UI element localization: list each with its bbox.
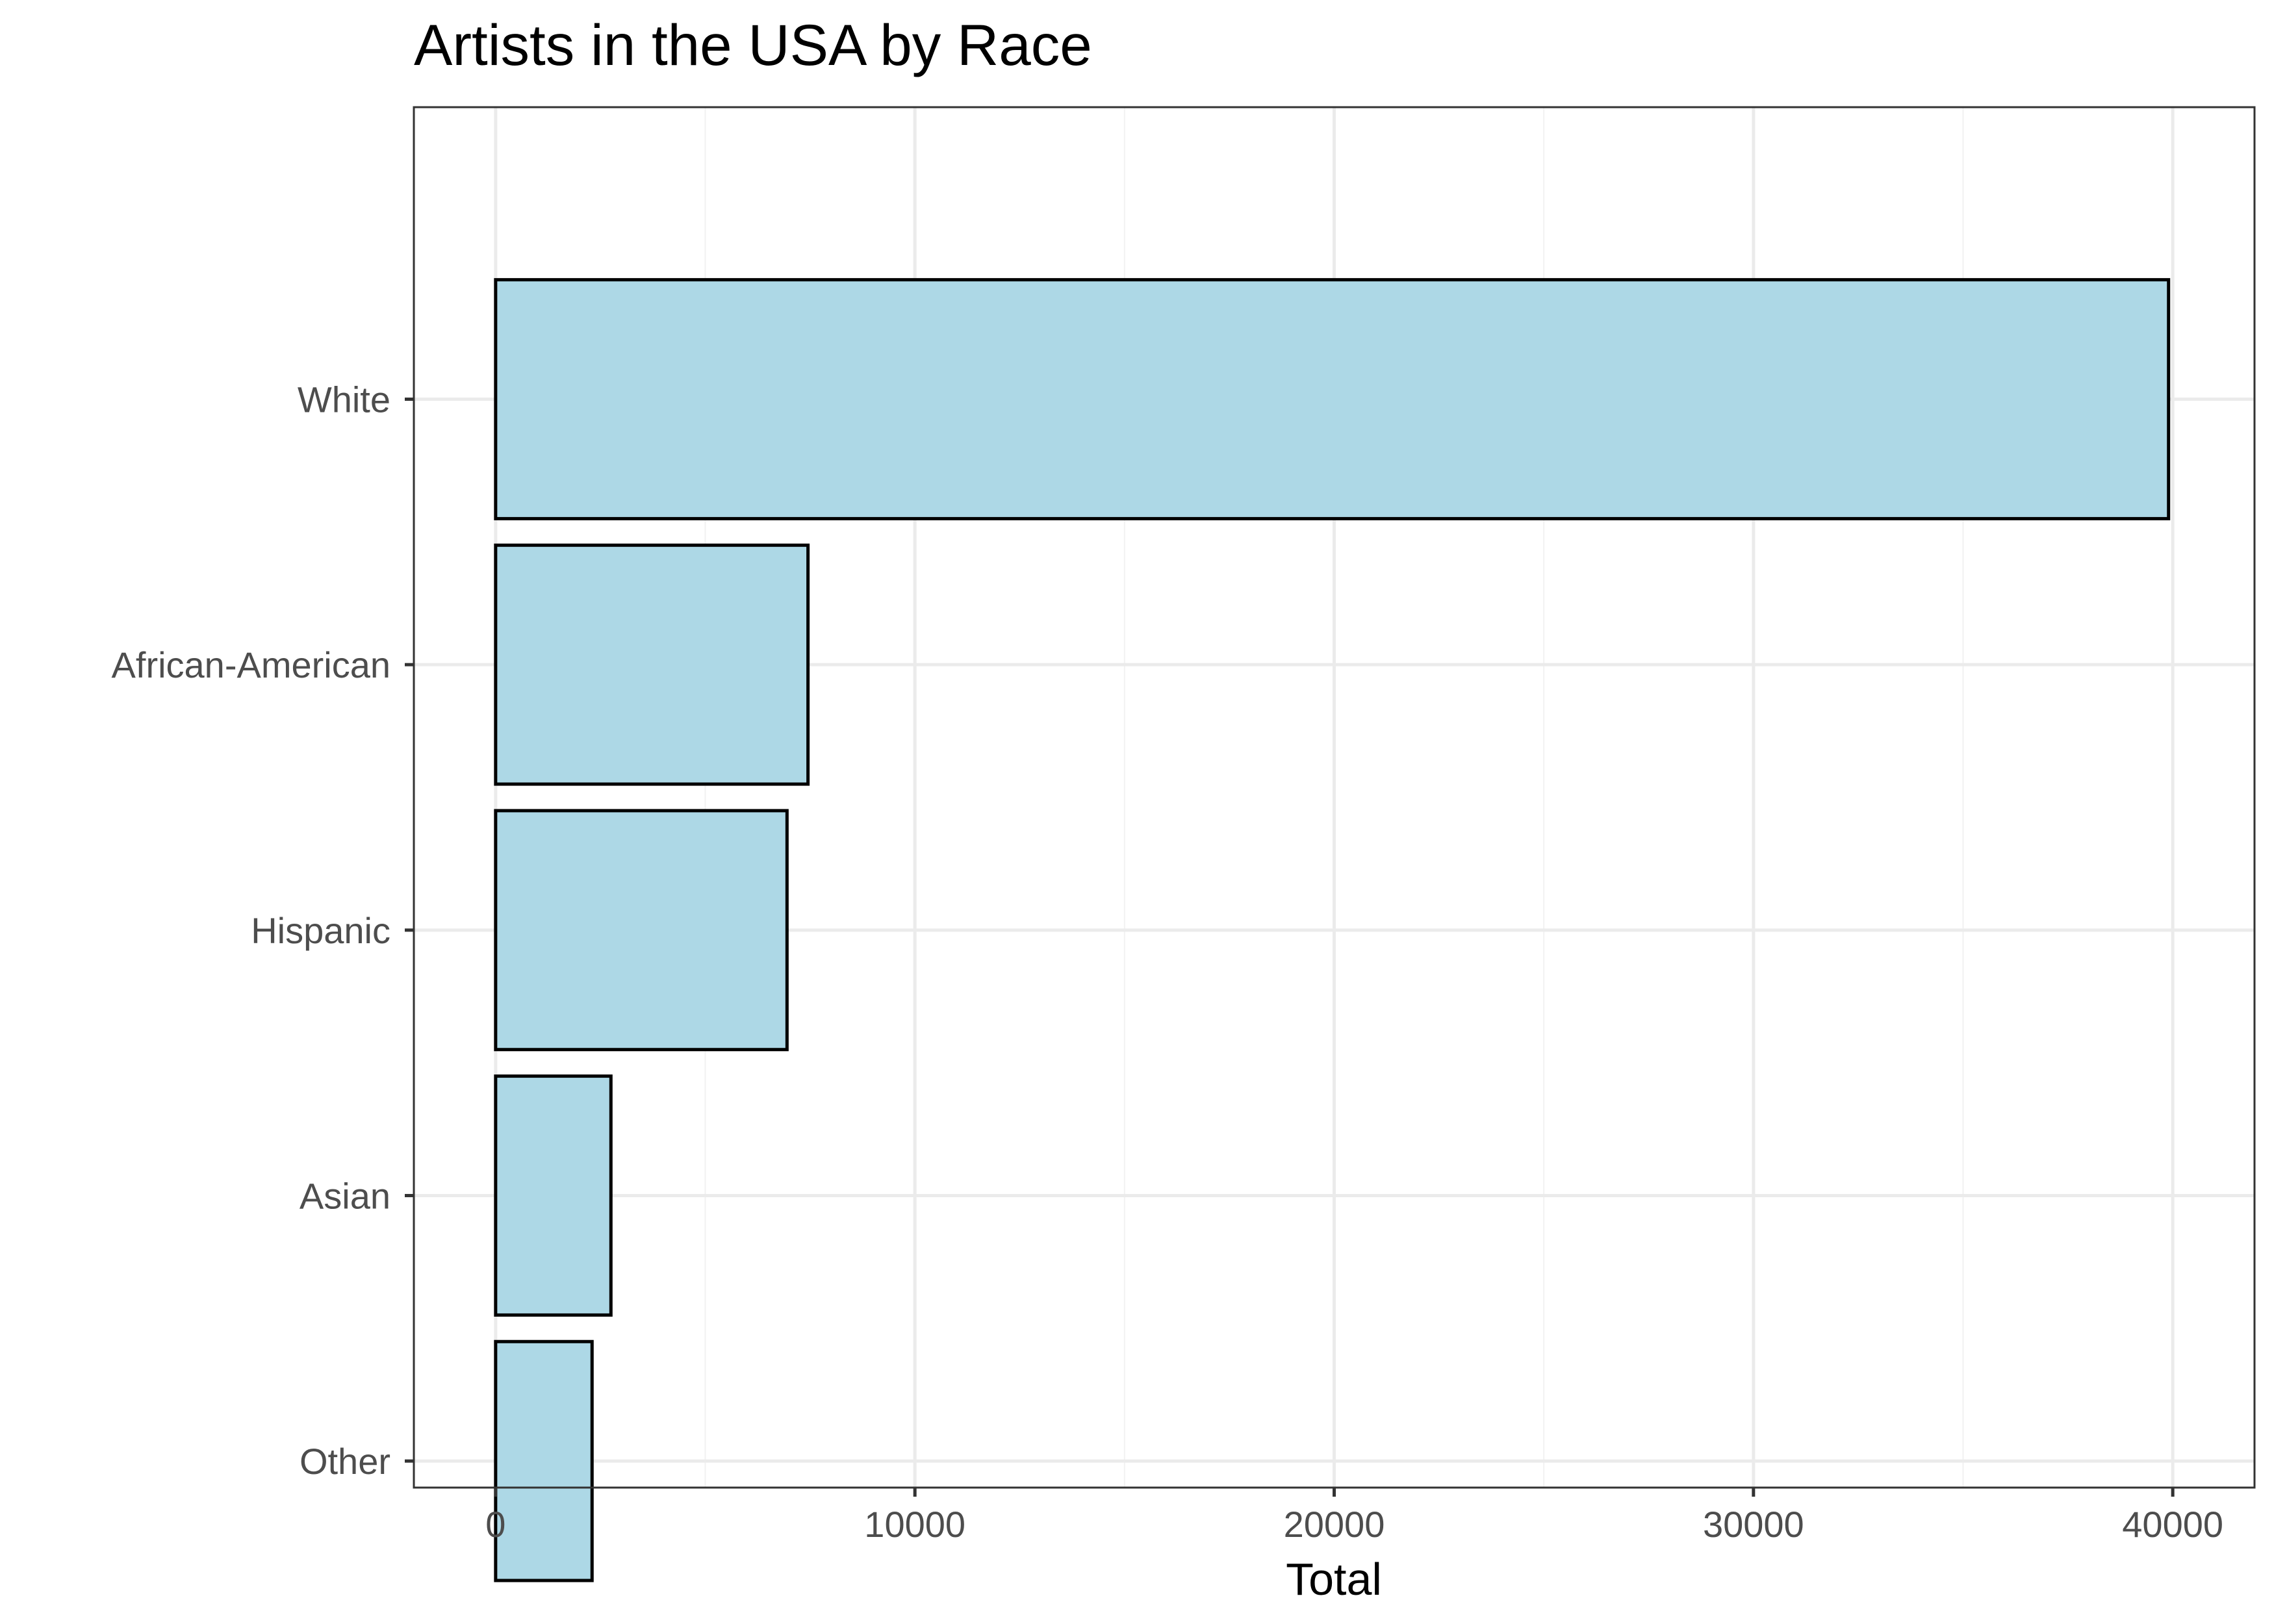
y-tick-label: Asian — [300, 1175, 390, 1216]
bar — [494, 543, 810, 786]
x-axis-title: Total — [1286, 1554, 1382, 1605]
y-tick-label: African-American — [112, 644, 390, 685]
y-tick-label: Other — [300, 1441, 390, 1482]
y-axis: White African-American Hispanic Asian Other — [112, 379, 414, 1482]
x-tick-label: 30000 — [1703, 1504, 1804, 1545]
x-tick-label: 20000 — [1284, 1504, 1385, 1545]
bar — [494, 1339, 594, 1582]
x-axis: 0 10000 20000 30000 40000 — [485, 1488, 2223, 1545]
bars — [494, 278, 2171, 1582]
y-tick-label: White — [298, 379, 390, 420]
x-tick-label: 0 — [485, 1504, 505, 1545]
bar — [494, 278, 2171, 520]
y-tick-label: Hispanic — [251, 910, 390, 951]
x-tick-label: 10000 — [864, 1504, 965, 1545]
bar — [494, 1074, 613, 1317]
chart-title: Artists in the USA by Race — [414, 12, 1092, 77]
x-tick-label: 40000 — [2122, 1504, 2223, 1545]
bar — [494, 809, 789, 1052]
